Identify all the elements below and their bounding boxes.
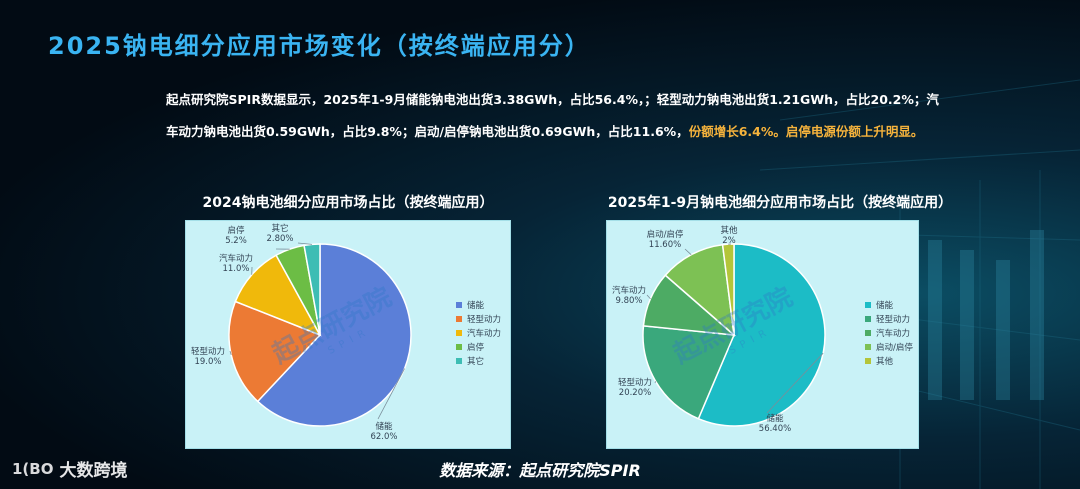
legend-swatch-2-3	[865, 344, 871, 350]
legend-swatch-2-4	[865, 358, 871, 364]
summary-line-2: 车动力钠电池出货0.59GWh，占比9.8%；启动/启停钠电池出货0.69GWh…	[166, 116, 946, 148]
chart-2-panel: 储能 56.40% 轻型动力 20.20% 汽车动力 9.80% 启动/启停 11.60% 其他…	[606, 220, 919, 449]
brand-logo-mark: 1(BO	[12, 459, 54, 478]
data-label-value-1-3: 5.2%	[225, 236, 247, 246]
legend-label-1-0: 储能	[467, 300, 485, 311]
data-label-category-1-3: 启停	[227, 225, 245, 236]
legend-label-1-3: 启停	[467, 342, 485, 353]
legend-label-1-1: 轻型动力	[467, 314, 501, 325]
data-label-value-2-4: 2%	[722, 236, 736, 246]
summary-line-2-text: 车动力钠电池出货0.59GWh，占比9.8%；启动/启停钠电池出货0.69GWh…	[166, 124, 689, 139]
pie-slice-2-1[interactable]	[642, 325, 736, 420]
data-label-category-2-0: 储能	[766, 413, 784, 424]
leader-line-2-0	[766, 352, 824, 414]
data-label-value-2-1: 20.20%	[619, 388, 651, 398]
data-label-value-2-3: 11.60%	[649, 240, 681, 250]
legend-swatch-1-4	[456, 358, 462, 364]
legend-swatch-2-2	[865, 330, 871, 336]
leader-line-2-1	[654, 381, 657, 384]
data-label-value-1-4: 2.80%	[266, 234, 293, 244]
summary-highlight: 份额增长6.4%。启停电源份额上升明显。	[688, 124, 924, 139]
data-label-category-1-1: 轻型动力	[191, 346, 225, 357]
pie-slices	[642, 243, 826, 427]
pie-slices	[228, 243, 412, 427]
data-label-value-1-1: 19.0%	[194, 357, 221, 367]
data-label-category-2-3: 启动/启停	[647, 229, 684, 240]
legend-label-2-1: 轻型动力	[876, 314, 910, 325]
chart-1: 储能62.0%轻型动力19.0%汽车动力11.0%启停5.2%其它2.80%起点…	[191, 223, 501, 442]
legend-swatch-1-3	[456, 344, 462, 350]
data-label-value-2-2: 9.80%	[615, 296, 642, 306]
leader-line-2-2	[646, 294, 651, 300]
chart-2: 储能56.40%轻型动力20.20%汽车动力9.80%启动/启停11.60%其他…	[612, 225, 913, 434]
legend-label-2-2: 汽车动力	[876, 328, 910, 339]
data-label-category-2-2: 汽车动力	[612, 285, 646, 296]
legend-label-2-4: 其他	[876, 356, 894, 367]
leader-line-1-4	[297, 242, 313, 245]
data-label-value-1-0: 62.0%	[370, 432, 397, 442]
data-source: 数据来源：起点研究院SPIR	[439, 461, 641, 480]
data-label-category-2-4: 其他	[720, 225, 738, 236]
legend-label-1-4: 其它	[467, 356, 484, 367]
legend-swatch-1-0	[456, 302, 462, 308]
data-label-category-1-4: 其它	[271, 223, 288, 234]
summary-text: 起点研究院SPIR数据显示，2025年1-9月储能钠电池出货3.38GWh，占比…	[166, 84, 946, 148]
chart-2-title: 2025年1-9月钠电池细分应用市场占比（按终端应用）	[607, 195, 953, 211]
data-label-value-1-2: 11.0%	[222, 264, 249, 274]
chart-1-panel: 储能 62.0% 轻型动力 19.0% 汽车动力 11.0% 启停 5.2% 其它 2.80% 起点…	[185, 220, 511, 449]
legend-swatch-1-1	[456, 316, 462, 322]
legend-label-2-0: 储能	[876, 300, 894, 311]
summary-line-1: 起点研究院SPIR数据显示，2025年1-9月储能钠电池出货3.38GWh，占比…	[166, 92, 939, 107]
leader-line-2-3	[684, 248, 692, 256]
pie-slice-2-3[interactable]	[664, 243, 735, 337]
legend-label-2-3: 启动/启停	[876, 342, 913, 353]
data-label-category-1-0: 储能	[375, 421, 393, 432]
data-label-category-2-1: 轻型动力	[618, 377, 652, 388]
legend-label-1-2: 汽车动力	[467, 328, 501, 339]
legend-swatch-2-1	[865, 316, 871, 322]
page-title: 2025钠电细分应用市场变化（按终端应用分）	[48, 32, 591, 60]
chart-1-title: 2024钠电池细分应用市场占比（按终端应用）	[202, 195, 494, 211]
pie-slice-1-4[interactable]	[303, 243, 321, 336]
brand-logo: 1(BO 大数跨境	[12, 456, 128, 482]
legend-swatch-1-2	[456, 330, 462, 336]
data-label-category-1-2: 汽车动力	[219, 253, 253, 264]
leader-line-1-1	[229, 350, 232, 355]
leader-line-1-0	[377, 368, 405, 420]
data-label-value-2-0: 56.40%	[759, 424, 791, 434]
brand-logo-name: 大数跨境	[59, 461, 128, 481]
legend-swatch-2-0	[865, 302, 871, 308]
